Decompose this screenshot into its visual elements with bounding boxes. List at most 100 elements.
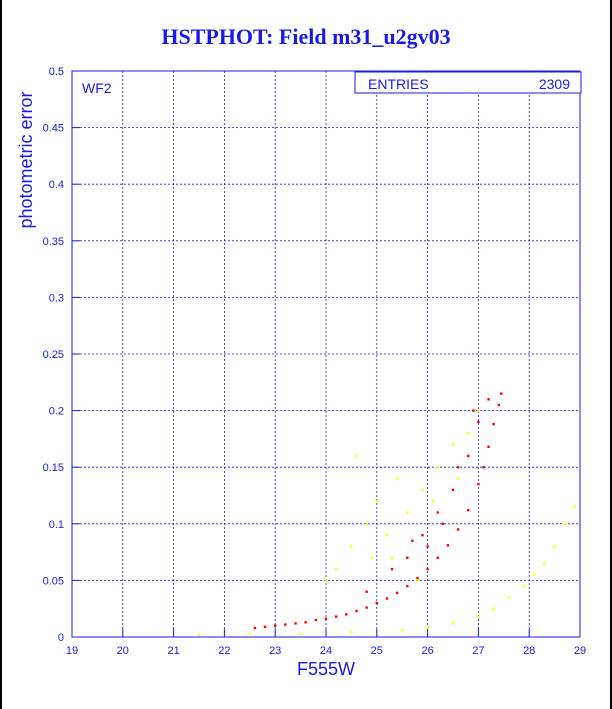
yellow-data-point bbox=[390, 556, 394, 559]
y-tick-label: 0.45 bbox=[43, 123, 64, 135]
yellow-data-point bbox=[299, 632, 302, 635]
red-data-point bbox=[451, 488, 455, 492]
red-data-point bbox=[355, 609, 358, 613]
x-tick-label: 28 bbox=[523, 645, 535, 657]
yellow-data-point bbox=[522, 584, 526, 588]
x-tick-label: 22 bbox=[218, 645, 230, 657]
yellow-data-point bbox=[355, 454, 358, 458]
red-data-point bbox=[467, 509, 470, 512]
x-tick-label: 29 bbox=[574, 645, 586, 657]
red-data-point bbox=[345, 613, 348, 616]
red-data-point bbox=[406, 584, 409, 588]
red-data-point bbox=[324, 617, 328, 621]
y-tick-label: 0.3 bbox=[49, 292, 64, 304]
yellow-data-point bbox=[467, 432, 470, 435]
yellow-data-point bbox=[421, 488, 424, 492]
x-tick-label: 27 bbox=[472, 645, 484, 657]
frame-right-edge bbox=[610, 0, 612, 709]
yellow-data-point bbox=[365, 522, 368, 525]
yellow-data-point bbox=[350, 631, 353, 634]
red-data-point bbox=[426, 567, 429, 571]
red-data-point bbox=[436, 556, 439, 559]
x-tick-label: 19 bbox=[66, 645, 78, 657]
red-data-point bbox=[477, 420, 480, 424]
stats-value: 2309 bbox=[539, 76, 570, 92]
yellow-data-point bbox=[451, 622, 455, 625]
frame-left-edge bbox=[0, 0, 2, 709]
red-data-point bbox=[456, 528, 460, 531]
y-tick-label: 0.35 bbox=[43, 236, 64, 248]
yellow-data-point bbox=[385, 533, 389, 537]
red-data-point bbox=[426, 545, 429, 548]
yellow-data-point bbox=[553, 545, 556, 548]
yellow-data-point bbox=[426, 626, 429, 630]
x-tick-label: 24 bbox=[320, 645, 332, 657]
red-data-point bbox=[436, 511, 439, 514]
red-data-point bbox=[263, 625, 267, 629]
yellow-data-point bbox=[416, 579, 419, 582]
red-data-point bbox=[441, 522, 445, 525]
y-tick-label: 0 bbox=[58, 632, 64, 644]
red-data-point bbox=[467, 454, 470, 458]
yellow-data-point bbox=[401, 629, 404, 632]
yellow-data-point bbox=[477, 615, 480, 618]
ticks: 19 20 21 22 23 24 25 26 27 28 29 0 0.05 0.1 0.15 0.2 0.2… bbox=[43, 66, 587, 657]
red-data-point bbox=[375, 601, 378, 605]
yellow-data-point bbox=[406, 511, 409, 514]
red-data-point bbox=[411, 539, 414, 542]
y-tick-label: 0.15 bbox=[43, 462, 64, 474]
yellow-data-point bbox=[492, 607, 495, 610]
stats-label: ENTRIES bbox=[368, 76, 429, 92]
red-data-point bbox=[472, 409, 475, 412]
stats-box bbox=[354, 71, 582, 94]
red-data-point bbox=[406, 556, 409, 559]
red-data-point bbox=[284, 623, 287, 626]
y-tick-label: 0.25 bbox=[43, 349, 64, 361]
yellow-data-point bbox=[334, 567, 338, 571]
x-axis-label: F555W bbox=[297, 659, 355, 679]
yellow-data-point bbox=[431, 499, 434, 503]
yellow-data-point bbox=[324, 579, 328, 582]
x-tick-label: 20 bbox=[117, 645, 129, 657]
yellow-data-point bbox=[451, 443, 455, 446]
yellow-data-point bbox=[563, 522, 566, 525]
red-data-point bbox=[314, 618, 318, 622]
y-tick-label: 0.2 bbox=[49, 406, 64, 418]
yellow-data-point bbox=[350, 545, 353, 548]
red-data-point bbox=[456, 466, 460, 469]
x-tick-label: 23 bbox=[269, 645, 281, 657]
red-data-point bbox=[487, 398, 490, 401]
red-data-point bbox=[446, 544, 450, 547]
red-data-point bbox=[274, 624, 277, 627]
x-tick-label: 21 bbox=[167, 645, 179, 657]
grid bbox=[71, 70, 581, 638]
red-data-point bbox=[304, 621, 307, 624]
x-tick-label: 25 bbox=[371, 645, 383, 657]
red-data-point bbox=[365, 606, 368, 609]
red-data-point bbox=[253, 626, 257, 630]
y-tick-label: 0.1 bbox=[49, 519, 64, 531]
yellow-data-point bbox=[395, 477, 399, 480]
red-data-point bbox=[421, 533, 424, 537]
red-data-point bbox=[334, 615, 338, 618]
red-data-point bbox=[365, 590, 368, 593]
yellow-data-point bbox=[507, 596, 511, 599]
red-data-point bbox=[395, 591, 399, 595]
red-data-point bbox=[385, 597, 389, 600]
y-tick-label: 0.5 bbox=[49, 66, 64, 78]
yellow-data-point bbox=[456, 477, 460, 480]
yellow-data-point bbox=[436, 466, 439, 469]
yellow-data-point bbox=[370, 556, 373, 559]
yellow-data-point bbox=[248, 632, 251, 635]
y-tick-label: 0.4 bbox=[49, 179, 64, 191]
yellow-data-point bbox=[477, 409, 480, 412]
yellow-data-point bbox=[375, 499, 378, 503]
red-data-point bbox=[390, 567, 394, 571]
red-data-point bbox=[497, 403, 500, 407]
red-data-point bbox=[294, 622, 297, 625]
yellow-data-point bbox=[197, 633, 201, 636]
x-tick-label: 26 bbox=[421, 645, 433, 657]
yellow-data-point bbox=[543, 562, 546, 565]
y-tick-label: 0.05 bbox=[43, 575, 64, 587]
